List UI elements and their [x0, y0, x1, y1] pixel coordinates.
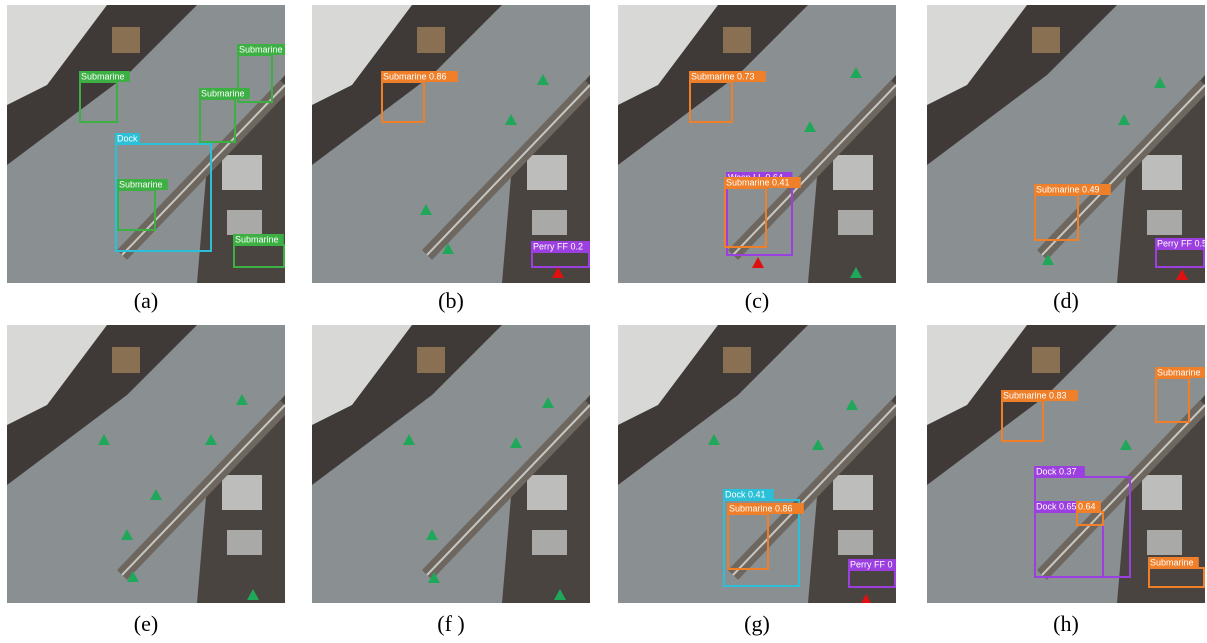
detection-label: Dock 0.41 [725, 489, 766, 499]
caption: (f ) [437, 611, 464, 636]
detection-label: Submarine [1157, 367, 1201, 377]
roof [417, 347, 445, 373]
building [532, 530, 567, 555]
detection-label: Dock [117, 133, 138, 143]
roof [112, 347, 140, 373]
caption: (a) [134, 288, 158, 313]
panel: Submarine Submarine Submarine Dock Submarine… [7, 5, 288, 313]
satellite-image: Submarine 0.83 Submarine Dock 0.37 Dock 0.6… [927, 325, 1206, 603]
detection-label: Perry FF 0 [850, 559, 893, 569]
satellite-image: Submarine 0.86 Perry FF 0.2 [312, 5, 597, 283]
satellite-image [7, 325, 285, 603]
building [222, 475, 262, 510]
panel: Submarine 0.49 Perry FF 0.5 (d) [927, 5, 1207, 313]
roof [723, 347, 751, 373]
detection-label: Submarine 0.73 [691, 71, 755, 81]
roof [112, 27, 140, 53]
satellite-image: Submarine 0.49 Perry FF 0.5 [927, 5, 1207, 283]
panel: Submarine 0.83 Submarine Dock 0.37 Dock 0.6… [927, 325, 1206, 636]
building [532, 210, 567, 235]
detection-label: Perry FF 0.5 [1157, 238, 1207, 248]
detection-label: Submarine [201, 88, 245, 98]
satellite-image [312, 325, 590, 603]
building [227, 530, 262, 555]
building [833, 155, 873, 190]
roof [1032, 27, 1060, 53]
caption: (b) [438, 288, 464, 313]
detection-label: 0.64 [1078, 501, 1096, 511]
building [527, 475, 567, 510]
detection-label: Submarine 0.86 [383, 71, 447, 81]
building [1142, 475, 1182, 510]
roof [723, 27, 751, 53]
caption: (g) [744, 611, 770, 636]
building [1142, 155, 1182, 190]
detection-label: Submarine 0.41 [726, 177, 790, 187]
building [222, 155, 262, 190]
detection-label: Submarine 0.86 [729, 503, 793, 513]
satellite-image: Submarine Submarine Submarine Dock Submarine… [7, 5, 288, 283]
caption: (e) [134, 611, 158, 636]
panel: Submarine 0.86 Perry FF 0.2 (b) [312, 5, 597, 313]
building [1147, 530, 1182, 555]
satellite-image: Dock 0.41 Submarine 0.86 Perry FF 0 [618, 325, 904, 605]
caption: (h) [1053, 611, 1079, 636]
building [527, 155, 567, 190]
detection-label: Submarine 0.83 [1003, 390, 1067, 400]
detection-label: Dock 0.65 [1036, 501, 1077, 511]
panel: Submarine 0.73Wasp LL 0.64Submarine 0.41… [618, 5, 896, 313]
detection-label: Dock 0.37 [1036, 466, 1077, 476]
panel: (e) [7, 325, 285, 636]
detection-label: Submarine [119, 179, 163, 189]
detection-label: Submarine [239, 44, 283, 54]
building [838, 530, 873, 555]
building [838, 210, 873, 235]
building [1147, 210, 1182, 235]
detection-label: Submarine [1150, 557, 1194, 567]
panel: Dock 0.41 Submarine 0.86 Perry FF 0 (g) [618, 325, 904, 636]
panel: (f ) [312, 325, 590, 636]
building [833, 475, 873, 510]
roof [1032, 347, 1060, 373]
roof [417, 27, 445, 53]
caption: (c) [745, 288, 769, 313]
detection-label: Perry FF 0.2 [533, 241, 583, 251]
detection-label: Submarine 0.49 [1036, 184, 1100, 194]
detection-label: Submarine [81, 71, 125, 81]
figure: Submarine Submarine Submarine Dock Submarine… [0, 0, 1207, 643]
caption: (d) [1053, 288, 1079, 313]
building [227, 210, 262, 235]
detection-label: Submarine [235, 234, 279, 244]
